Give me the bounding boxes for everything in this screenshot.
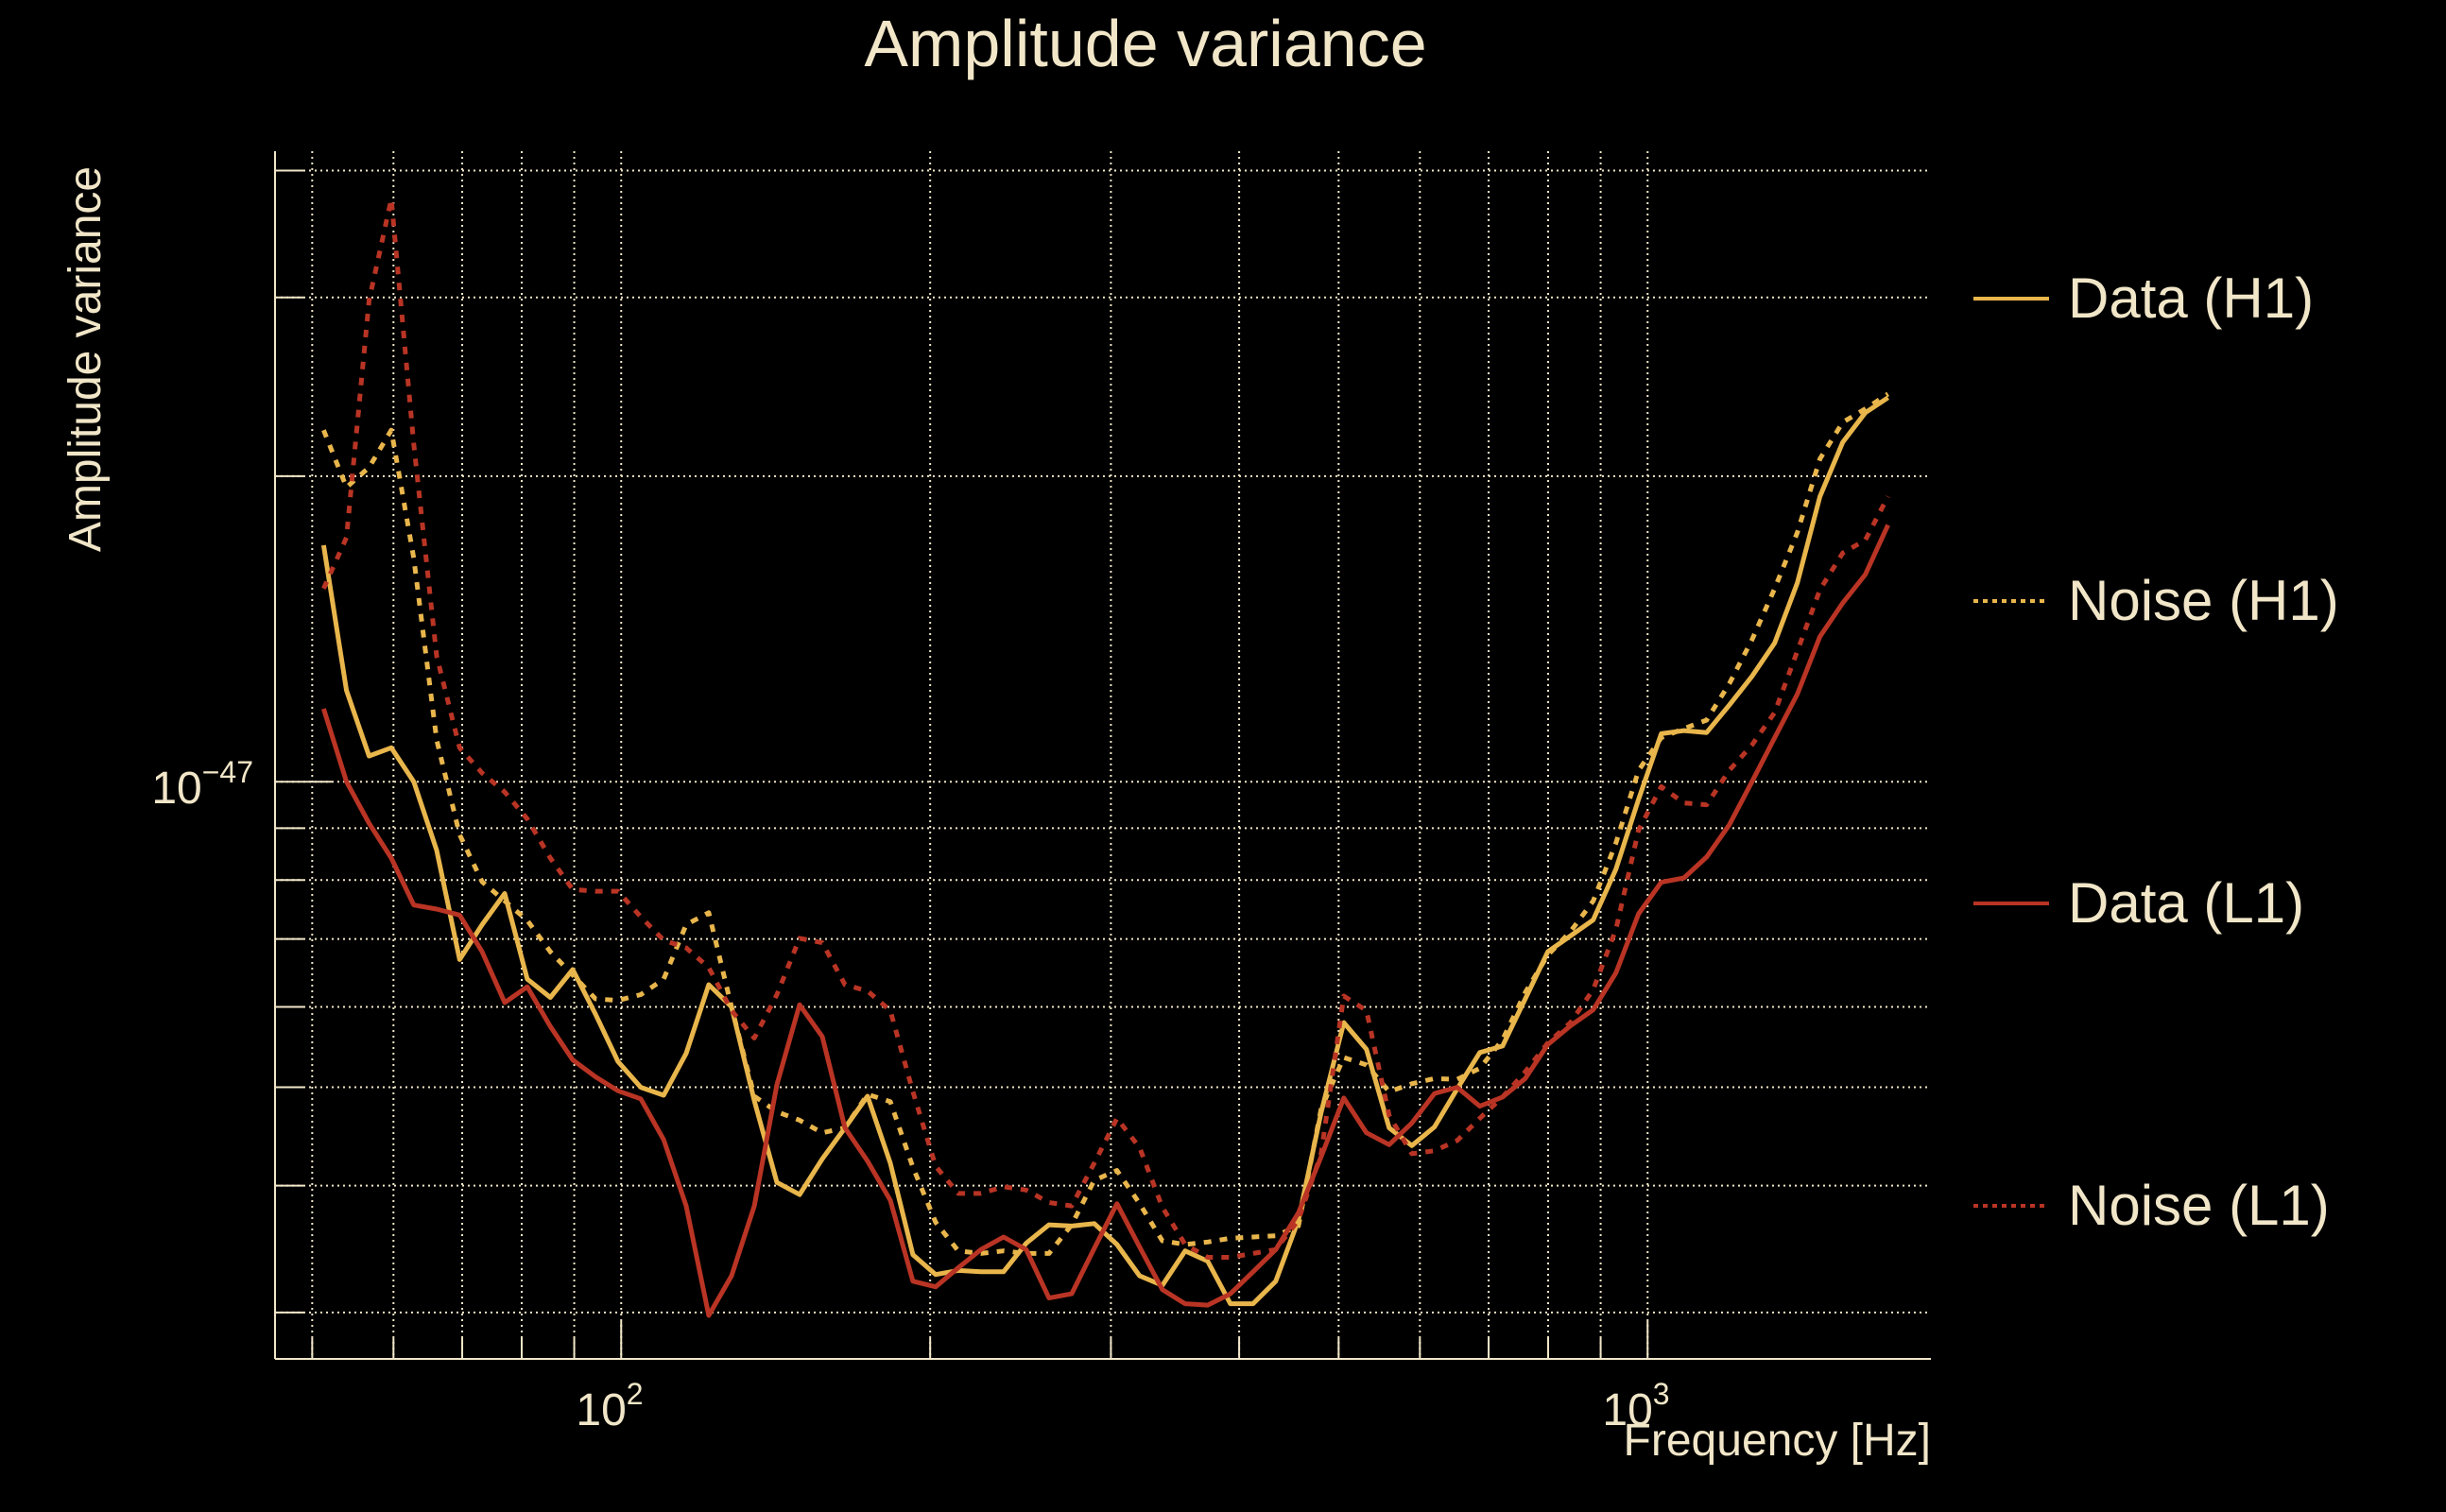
x-tick-base: 10 <box>1602 1385 1652 1435</box>
y-tick-base: 10 <box>151 764 201 814</box>
x-axis-label: Frequency [Hz] <box>1624 1416 1931 1466</box>
series-line-data-l1 <box>321 524 1890 1318</box>
x-tick-label-1000: 103 <box>1602 1377 1669 1435</box>
series-line-noise-h1 <box>321 391 1889 1256</box>
y-axis-label: Amplitude variance <box>60 166 111 552</box>
chart-title: Amplitude variance <box>864 7 1426 80</box>
x-tick-exp: 3 <box>1653 1377 1670 1411</box>
x-tick-exp: 2 <box>627 1377 644 1411</box>
y-tick-exp: −47 <box>202 755 253 789</box>
series-lines <box>320 197 1890 1318</box>
legend-label: Noise (L1) <box>2068 1174 2330 1237</box>
legend-item-noise-l1[interactable]: Noise (L1) <box>1973 1174 2330 1237</box>
y-tick-label-1e-47: 10−47 <box>151 755 253 814</box>
legend-item-data-h1[interactable]: Data (H1) <box>1973 266 2314 330</box>
legend-item-noise-h1[interactable]: Noise (H1) <box>1973 569 2339 632</box>
legend-label: Data (L1) <box>2068 871 2304 935</box>
legend: Data (H1) Noise (H1) Data (L1) Noise (L1… <box>1973 266 2339 1237</box>
x-tick-label-100: 102 <box>576 1377 643 1435</box>
legend-item-data-l1[interactable]: Data (L1) <box>1973 871 2304 935</box>
x-tick-base: 10 <box>576 1385 626 1435</box>
series-line-data-h1 <box>320 395 1889 1307</box>
series-line-noise-l1 <box>321 197 1890 1260</box>
grid <box>275 151 1931 1359</box>
legend-label: Noise (H1) <box>2068 569 2339 632</box>
legend-label: Data (H1) <box>2068 266 2314 330</box>
axes <box>274 151 1931 1360</box>
